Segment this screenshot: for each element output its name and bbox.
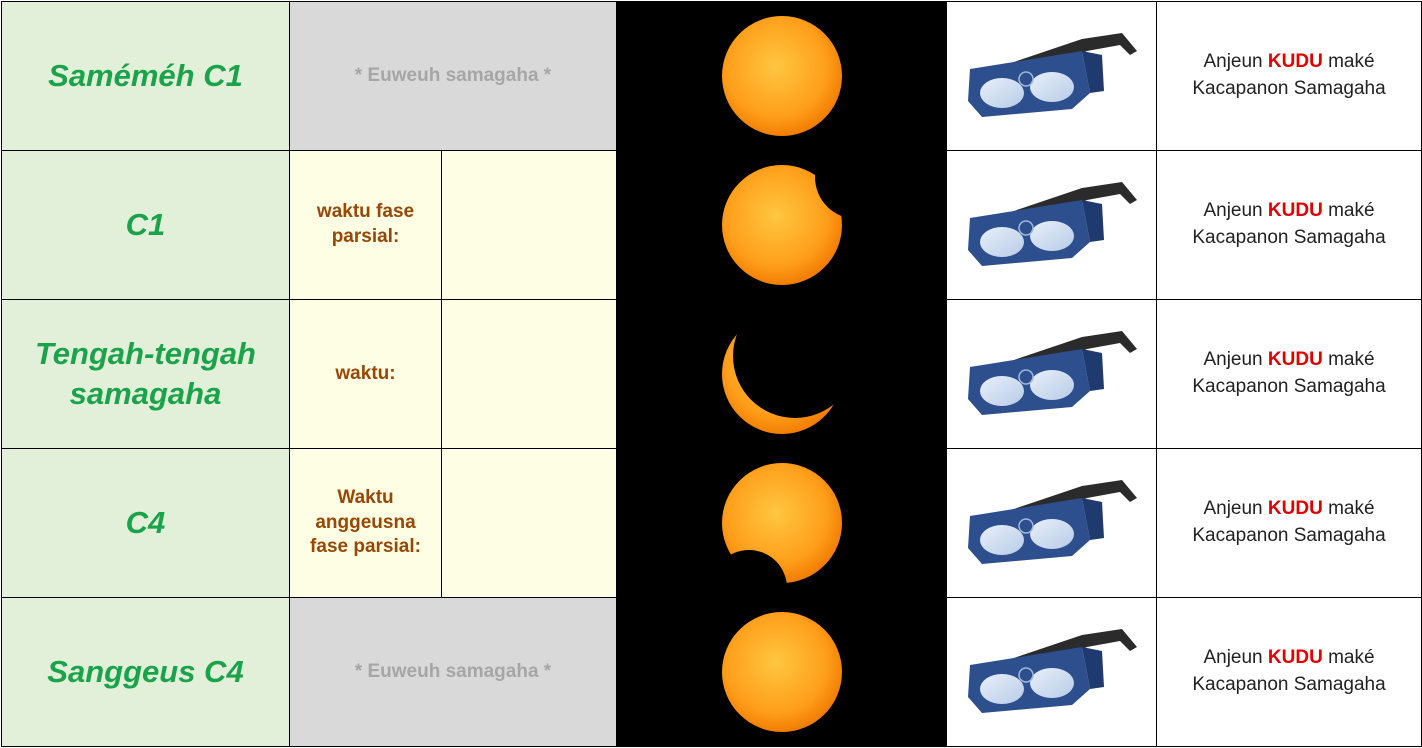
eclipse-glasses (962, 319, 1142, 429)
instruction-cell: Anjeun KUDU maké Kacapanon Samagaha (1157, 598, 1422, 747)
stage-cell: Saméméh C1 (2, 2, 290, 151)
instruction-text: Anjeun (1203, 200, 1262, 221)
instruction-text: Anjeun (1203, 647, 1262, 668)
note-cell: waktu: (290, 300, 442, 449)
time-cell (442, 151, 617, 300)
instruction-emphasis: KUDU (1268, 51, 1323, 72)
glasses-cell (947, 300, 1157, 449)
page: {"table": {"rows": [ {"stage": "Saméméh … (0, 1, 1422, 748)
stage-cell: C1 (2, 151, 290, 300)
instruction-text: Anjeun (1203, 498, 1262, 519)
instruction-cell: Anjeun KUDU maké Kacapanon Samagaha (1157, 2, 1422, 151)
sun-image (707, 304, 857, 444)
instruction-emphasis: KUDU (1268, 349, 1323, 370)
sun-image (707, 6, 857, 146)
eclipse-glasses (962, 21, 1142, 131)
note-cell: waktu fase parsial: (290, 151, 442, 300)
glasses-cell (947, 151, 1157, 300)
table-row: Sanggeus C4* Euweuh samagaha * Anjeun KU… (2, 598, 1422, 747)
instruction-emphasis: KUDU (1268, 647, 1323, 668)
note-cell: * Euweuh samagaha * (290, 2, 617, 151)
instruction-emphasis: KUDU (1268, 200, 1323, 221)
eclipse-glasses (962, 170, 1142, 280)
sun-image (707, 155, 857, 295)
stage-cell: Sanggeus C4 (2, 598, 290, 747)
glasses-cell (947, 2, 1157, 151)
instruction-text: Anjeun (1203, 51, 1262, 72)
instruction-cell: Anjeun KUDU maké Kacapanon Samagaha (1157, 300, 1422, 449)
eclipse-glasses (962, 617, 1142, 727)
stage-cell: C4 (2, 449, 290, 598)
note-cell: Waktu anggeusna fase parsial: (290, 449, 442, 598)
phase-cell (617, 300, 947, 449)
stage-cell: Tengah-tengah samagaha (2, 300, 290, 449)
instruction-cell: Anjeun KUDU maké Kacapanon Samagaha (1157, 151, 1422, 300)
phase-cell (617, 449, 947, 598)
sun-image (707, 602, 857, 742)
glasses-cell (947, 598, 1157, 747)
eclipse-glasses (962, 468, 1142, 578)
sun-image (707, 453, 857, 593)
phase-cell (617, 598, 947, 747)
eclipse-table: Saméméh C1* Euweuh samagaha * Anjeun KUD… (1, 1, 1422, 747)
table-row: Saméméh C1* Euweuh samagaha * Anjeun KUD… (2, 2, 1422, 151)
note-cell: * Euweuh samagaha * (290, 598, 617, 747)
instruction-emphasis: KUDU (1268, 498, 1323, 519)
time-cell (442, 449, 617, 598)
phase-cell (617, 2, 947, 151)
phase-cell (617, 151, 947, 300)
instruction-text: Anjeun (1203, 349, 1262, 370)
instruction-cell: Anjeun KUDU maké Kacapanon Samagaha (1157, 449, 1422, 598)
glasses-cell (947, 449, 1157, 598)
time-cell (442, 300, 617, 449)
